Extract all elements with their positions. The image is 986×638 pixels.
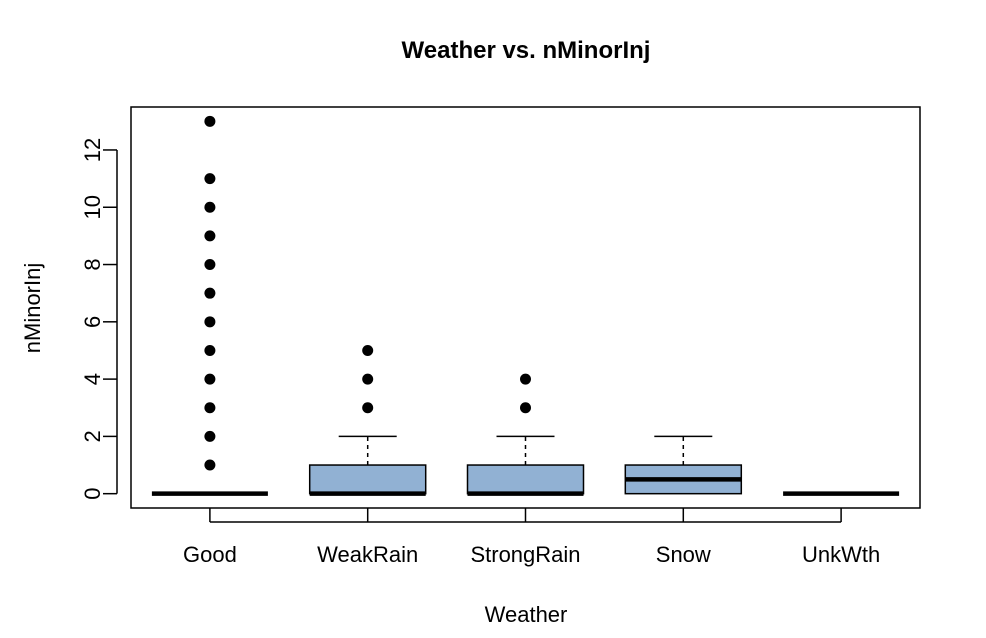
chart-title: Weather vs. nMinorInj: [402, 37, 651, 64]
outlier-point: [204, 344, 216, 356]
outlier-point: [204, 173, 216, 185]
boxes: [151, 115, 900, 496]
x-axis-label: Weather: [485, 602, 568, 627]
y-tick-label: 8: [80, 258, 105, 270]
outlier-point: [204, 402, 216, 414]
outlier-point: [520, 402, 531, 414]
x-tick-label: Snow: [656, 542, 711, 567]
y-tick-label: 6: [80, 316, 105, 328]
x-tick-label: Good: [183, 542, 237, 567]
outlier-point: [204, 201, 216, 213]
outlier-point: [362, 373, 374, 385]
outlier-point: [204, 316, 216, 328]
outlier-point: [204, 230, 216, 242]
outlier-point: [204, 259, 216, 271]
outlier-point: [362, 344, 374, 356]
outlier-point: [362, 402, 374, 414]
iqr-box: [308, 464, 427, 495]
y-tick-label: 0: [80, 488, 105, 500]
outlier-point: [520, 373, 531, 385]
box-weakrain: [308, 344, 427, 496]
outlier-point: [204, 373, 216, 385]
box-snow: [624, 435, 743, 495]
y-axis-label: nMinorInj: [20, 263, 45, 353]
outlier-point: [204, 430, 216, 442]
x-tick-label: StrongRain: [470, 542, 580, 567]
x-axis: Good WeakRain StrongRain Snow UnkWth: [183, 508, 880, 567]
x-tick-label: UnkWth: [802, 542, 880, 567]
outlier-point: [204, 115, 216, 127]
iqr-box: [466, 464, 585, 495]
outlier-point: [204, 459, 216, 471]
y-tick-label: 12: [80, 138, 105, 162]
x-tick-label: WeakRain: [317, 542, 418, 567]
box-strongrain: [466, 373, 585, 496]
y-tick-label: 4: [80, 373, 105, 385]
y-tick-label: 2: [80, 430, 105, 442]
outlier-point: [204, 287, 216, 299]
y-tick-label: 10: [80, 195, 105, 219]
y-axis: 0 2 4 6 8 10 12: [80, 138, 118, 500]
box-good: [151, 115, 268, 496]
